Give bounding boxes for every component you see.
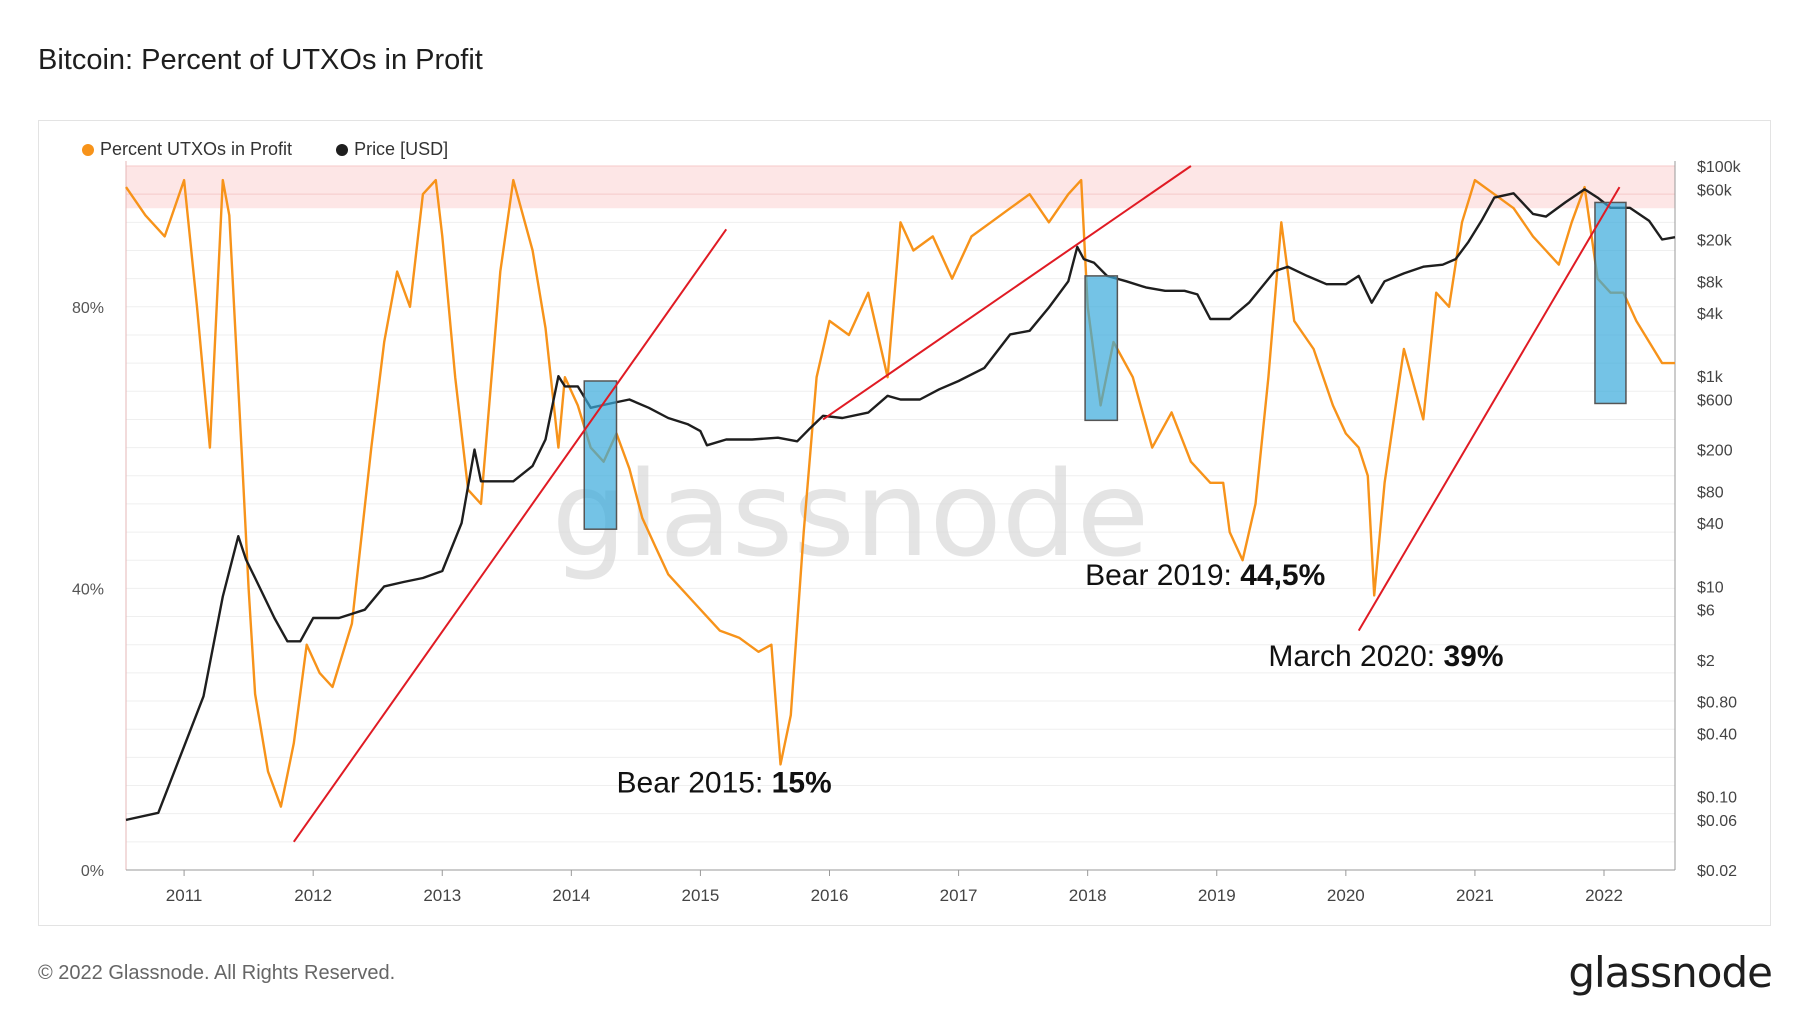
annotation-label: Bear 2015: 15% bbox=[617, 767, 832, 800]
trend-line bbox=[1357, 186, 1621, 632]
series-line-price bbox=[125, 188, 1676, 822]
x-tick-label: 2016 bbox=[811, 886, 849, 905]
y-right-tick-label: $4k bbox=[1697, 306, 1724, 323]
x-tick-label: 2011 bbox=[166, 886, 203, 905]
footer-brand-logo: glassnode bbox=[1568, 948, 1773, 997]
x-tick-label: 2014 bbox=[552, 886, 590, 905]
annotation-label: March 2020: 39% bbox=[1268, 640, 1503, 673]
y-right-tick-label: $100k bbox=[1697, 159, 1742, 176]
y-right-tick-label: $0.40 bbox=[1697, 726, 1737, 743]
x-tick-label: 2019 bbox=[1198, 886, 1236, 905]
y-right-tick-label: $0.10 bbox=[1697, 790, 1737, 807]
x-tick-label: 2017 bbox=[940, 886, 978, 905]
highlight-box bbox=[583, 380, 618, 530]
annotation-prefix: March 2020: bbox=[1268, 640, 1443, 673]
highlight-box bbox=[1084, 275, 1119, 422]
x-tick-label: 2012 bbox=[294, 886, 332, 905]
legend-item-profit[interactable]: Percent UTXOs in Profit bbox=[82, 139, 292, 160]
y-right-tick-label: $2 bbox=[1697, 653, 1715, 670]
y-left-tick-label: 80% bbox=[72, 300, 104, 317]
watermark: glassnode bbox=[552, 445, 1149, 583]
y-right-tick-label: $200 bbox=[1697, 443, 1733, 460]
annotation-prefix: Bear 2019: bbox=[1085, 559, 1240, 592]
page-title: Bitcoin: Percent of UTXOs in Profit bbox=[38, 44, 483, 76]
legend-item-price[interactable]: Price [USD] bbox=[336, 139, 448, 160]
y-right-tick-label: $8k bbox=[1697, 274, 1724, 291]
y-right-tick-label: $6 bbox=[1697, 603, 1715, 620]
y-right-tick-label: $0.06 bbox=[1697, 813, 1737, 830]
y-right-tick-label: $0.02 bbox=[1697, 863, 1737, 880]
annotation-value: 44,5% bbox=[1240, 559, 1325, 592]
series-line-profit bbox=[125, 178, 1675, 808]
trend-line bbox=[292, 228, 728, 843]
y-right-tick-label: $60k bbox=[1697, 182, 1733, 199]
trend-line bbox=[822, 165, 1192, 421]
y-right-tick-label: $80 bbox=[1697, 484, 1724, 501]
annotation-label: Bear 2019: 44,5% bbox=[1085, 559, 1325, 592]
high-profit-zone bbox=[126, 166, 1675, 209]
x-tick-label: 2020 bbox=[1327, 886, 1365, 905]
legend-label-profit: Percent UTXOs in Profit bbox=[100, 139, 293, 159]
y-right-tick-label: $1k bbox=[1697, 369, 1724, 386]
y-right-tick-label: $20k bbox=[1697, 232, 1733, 249]
legend-dot-profit-icon bbox=[82, 143, 94, 156]
x-tick-label: 2013 bbox=[423, 886, 461, 905]
legend-dot-price-icon bbox=[336, 143, 349, 156]
legend-label-price: Price [USD] bbox=[354, 139, 449, 159]
annotation-value: 15% bbox=[772, 767, 832, 800]
y-right-tick-label: $0.80 bbox=[1697, 695, 1737, 712]
annotation-value: 39% bbox=[1443, 640, 1503, 673]
x-tick-label: 2021 bbox=[1456, 886, 1494, 905]
chart-legend: Percent UTXOs in Profit Price [USD] bbox=[82, 139, 448, 160]
x-tick-label: 2022 bbox=[1585, 886, 1623, 905]
y-left-tick-label: 0% bbox=[81, 863, 104, 880]
chart-frame bbox=[38, 120, 1771, 926]
y-right-tick-label: $10 bbox=[1697, 579, 1724, 596]
footer-copyright: © 2022 Glassnode. All Rights Reserved. bbox=[38, 962, 396, 984]
x-tick-label: 2015 bbox=[682, 886, 720, 905]
x-tick-label: 2018 bbox=[1069, 886, 1107, 905]
y-left-tick-label: 40% bbox=[72, 581, 104, 598]
annotation-prefix: Bear 2015: bbox=[617, 767, 772, 800]
y-right-tick-label: $40 bbox=[1697, 516, 1724, 533]
y-right-tick-label: $600 bbox=[1697, 392, 1733, 409]
highlight-box bbox=[1594, 201, 1627, 405]
